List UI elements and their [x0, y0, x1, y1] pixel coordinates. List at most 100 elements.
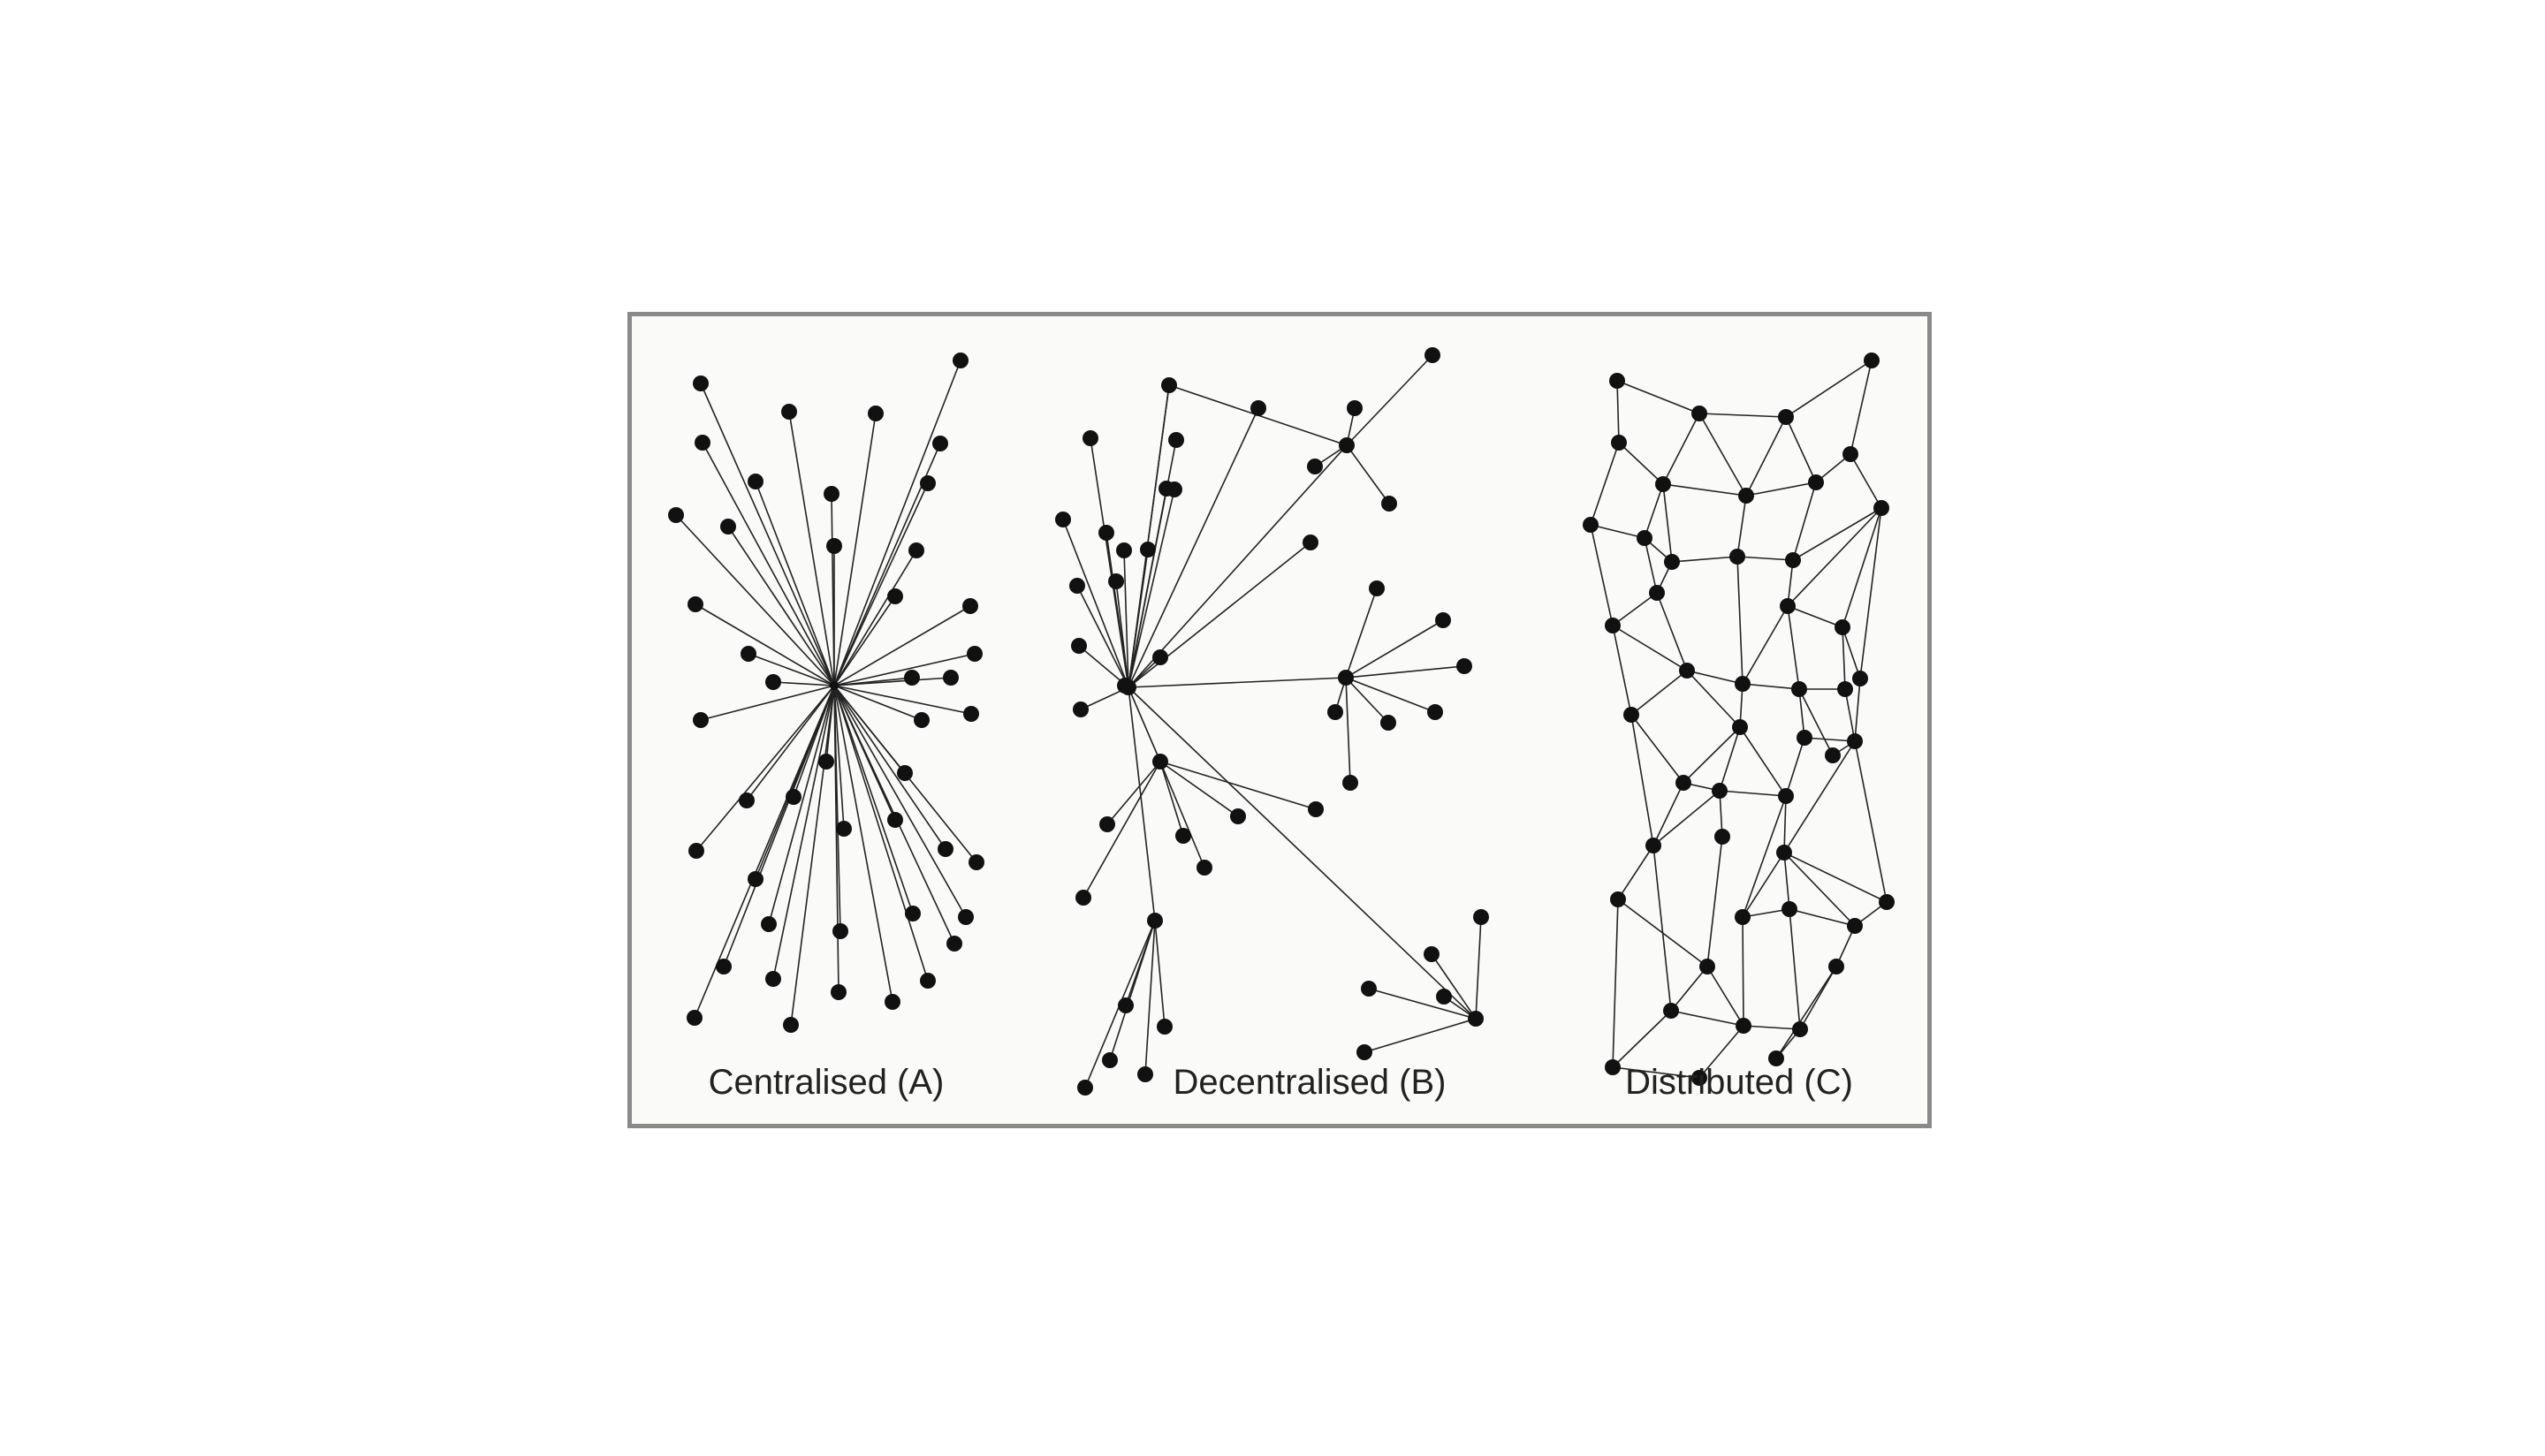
network-node [1879, 894, 1895, 910]
network-node [1381, 496, 1397, 512]
network-node [765, 674, 781, 690]
network-node [1785, 552, 1801, 568]
network-node [1808, 474, 1824, 490]
network-edge [1590, 442, 1620, 526]
network-node [693, 375, 709, 391]
network-edge [1644, 483, 1664, 539]
network-edge [1612, 1066, 1700, 1079]
network-node [1230, 808, 1246, 824]
network-edge [748, 653, 835, 686]
network-node [1797, 730, 1812, 746]
network-node [1778, 788, 1794, 804]
network-edge [1345, 665, 1465, 679]
network-edge [1083, 761, 1161, 899]
network-edge [1346, 354, 1433, 446]
network-edge [1616, 380, 1700, 414]
network-node [1655, 476, 1671, 492]
network-node [897, 765, 913, 781]
network-edge [1616, 380, 1620, 444]
network-edge [833, 685, 946, 850]
network-node [1468, 1011, 1484, 1027]
network-node [688, 596, 703, 612]
network-node [1303, 535, 1318, 550]
network-edge [1854, 740, 1888, 903]
network-node [1099, 816, 1115, 832]
network-edge [772, 685, 835, 980]
network-edge [1670, 966, 1708, 1012]
network-node [1250, 400, 1266, 416]
network-edge [1785, 416, 1817, 483]
network-edge [1783, 852, 1856, 927]
network-edge [1345, 588, 1378, 679]
network-edge [1706, 836, 1723, 967]
network-edge [1159, 761, 1239, 817]
network-node [887, 812, 903, 828]
network-edge [1159, 761, 1184, 837]
network-edge [1742, 852, 1785, 918]
decentralised-network [1055, 347, 1489, 1096]
network-node [1102, 1052, 1118, 1068]
network-node [1791, 681, 1807, 697]
network-node [1342, 775, 1358, 791]
network-edge [1159, 761, 1205, 868]
network-node [1327, 704, 1343, 720]
caption-centralised: Centralised (A) [708, 1063, 945, 1102]
network-edge [1842, 626, 1861, 679]
network-node [1427, 704, 1443, 720]
network-node [1768, 1050, 1784, 1066]
network-edge [1345, 677, 1436, 713]
network-node [1071, 638, 1087, 654]
network-edge [1662, 413, 1700, 485]
network-node [1699, 959, 1715, 974]
network-node [1776, 845, 1792, 861]
network-node [1605, 618, 1621, 633]
network-node [1166, 482, 1182, 497]
network-node [905, 906, 921, 921]
network-node [1338, 670, 1354, 686]
network-edge [1736, 495, 1747, 557]
network-edge [1783, 795, 1787, 853]
network-edge [833, 653, 976, 686]
network-edge [1612, 1010, 1672, 1068]
network-node [1380, 715, 1396, 731]
network-edge [755, 481, 835, 686]
network-node [1369, 580, 1385, 596]
network-edge [1785, 360, 1873, 418]
network-edge [1842, 626, 1846, 690]
network-node [1435, 612, 1451, 628]
network-edge [1850, 453, 1882, 509]
network-edge [833, 677, 952, 686]
network-node [716, 959, 732, 974]
network-edge [1798, 688, 1834, 756]
network-node [1736, 1018, 1751, 1034]
network-node [908, 542, 924, 558]
network-node [1782, 901, 1797, 917]
network-node [1792, 1021, 1808, 1037]
network-node [938, 841, 953, 857]
network-edge [1612, 899, 1619, 1068]
network-node [1712, 783, 1728, 799]
network-node [1356, 1044, 1372, 1060]
network-node [887, 588, 903, 604]
network-edge [1742, 683, 1800, 690]
network-node [1077, 1080, 1093, 1096]
network-edge [1345, 677, 1351, 784]
network-edge [1346, 444, 1390, 504]
network-node [1847, 918, 1863, 934]
network-edge [788, 411, 835, 686]
network-edge [833, 482, 929, 686]
network-edge [833, 685, 967, 918]
network-edge [1656, 592, 1688, 671]
network-node [1436, 989, 1452, 1005]
network-node [1664, 554, 1680, 570]
network-node [818, 754, 834, 770]
network-node [1729, 549, 1745, 565]
network-edge [1128, 407, 1259, 688]
network-node [920, 973, 936, 989]
network-node [962, 598, 978, 614]
network-edge [1683, 726, 1741, 784]
network-node [741, 646, 756, 662]
network-edge [702, 442, 835, 686]
network-node [1873, 500, 1889, 516]
network-node [1055, 512, 1071, 527]
